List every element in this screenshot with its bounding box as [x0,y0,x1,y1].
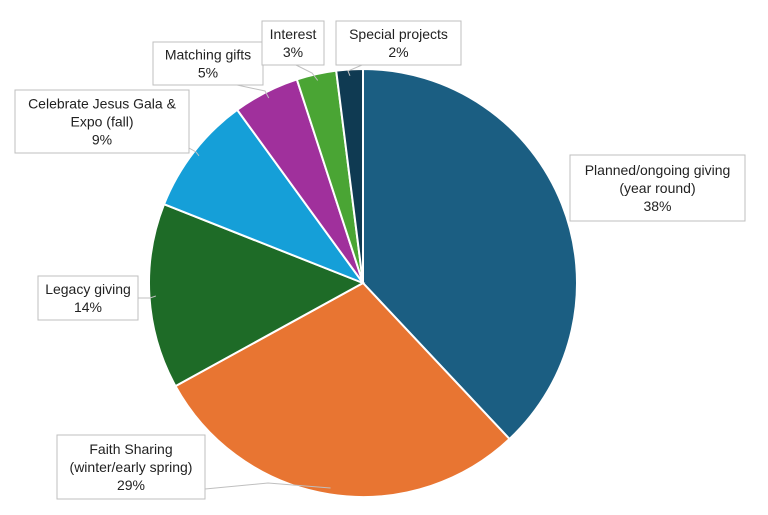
data-label-category: Matching gifts [165,47,251,63]
data-labels: Planned/ongoing giving (year round) 38% Fai… [14,20,746,500]
leader-line-3 [138,295,156,299]
data-label-box [56,434,206,500]
data-label-percent: 29% [117,477,145,493]
pie-slice-2 [174,281,511,498]
data-label-box [37,275,139,321]
data-label-box [261,20,325,66]
data-label-percent: 3% [283,44,303,60]
data-label-category: Celebrate Jesus Gala & [28,96,177,112]
data-label-4: Celebrate Jesus Gala & Expo (fall) 9% [14,89,190,154]
data-label-category: Planned/ongoing giving [585,162,731,178]
data-label-3: Legacy giving 14% [37,275,139,321]
leader-line-6 [295,64,319,81]
data-label-category: (year round) [619,180,695,196]
leader-line-2 [204,482,331,490]
data-label-6: Interest 3% [261,20,325,66]
data-label-1: Planned/ongoing giving (year round) 38% [569,154,746,222]
data-label-category: Interest [270,26,317,42]
data-label-percent: 38% [643,198,671,214]
pie-slice-3 [148,202,366,388]
leader-lines [138,64,363,490]
data-label-7: Special projects 2% [335,20,462,66]
data-label-category: Special projects [349,26,448,42]
pie-slice-1 [362,67,578,441]
leader-line-7 [347,64,363,77]
data-label-category: Legacy giving [45,281,131,297]
data-label-box [569,154,746,222]
data-label-category: Faith Sharing [89,441,172,457]
pie-slice-4 [162,108,366,286]
data-label-percent: 14% [74,299,102,315]
data-label-box [335,20,462,66]
data-label-5: Matching gifts 5% [152,41,264,86]
pie-slice-7 [335,67,364,284]
data-label-category: (winter/early spring) [70,459,193,475]
data-label-box [14,89,190,154]
leader-line-5 [236,84,270,99]
data-label-category: Expo (fall) [70,114,133,130]
data-label-2: Faith Sharing (winter/early spring) 29% [56,434,206,500]
data-label-box [152,41,264,86]
leader-line-4 [188,147,200,157]
data-label-percent: 2% [388,44,408,60]
data-label-percent: 5% [198,65,218,81]
data-label-percent: 9% [92,132,112,148]
pie-slices [148,67,578,498]
